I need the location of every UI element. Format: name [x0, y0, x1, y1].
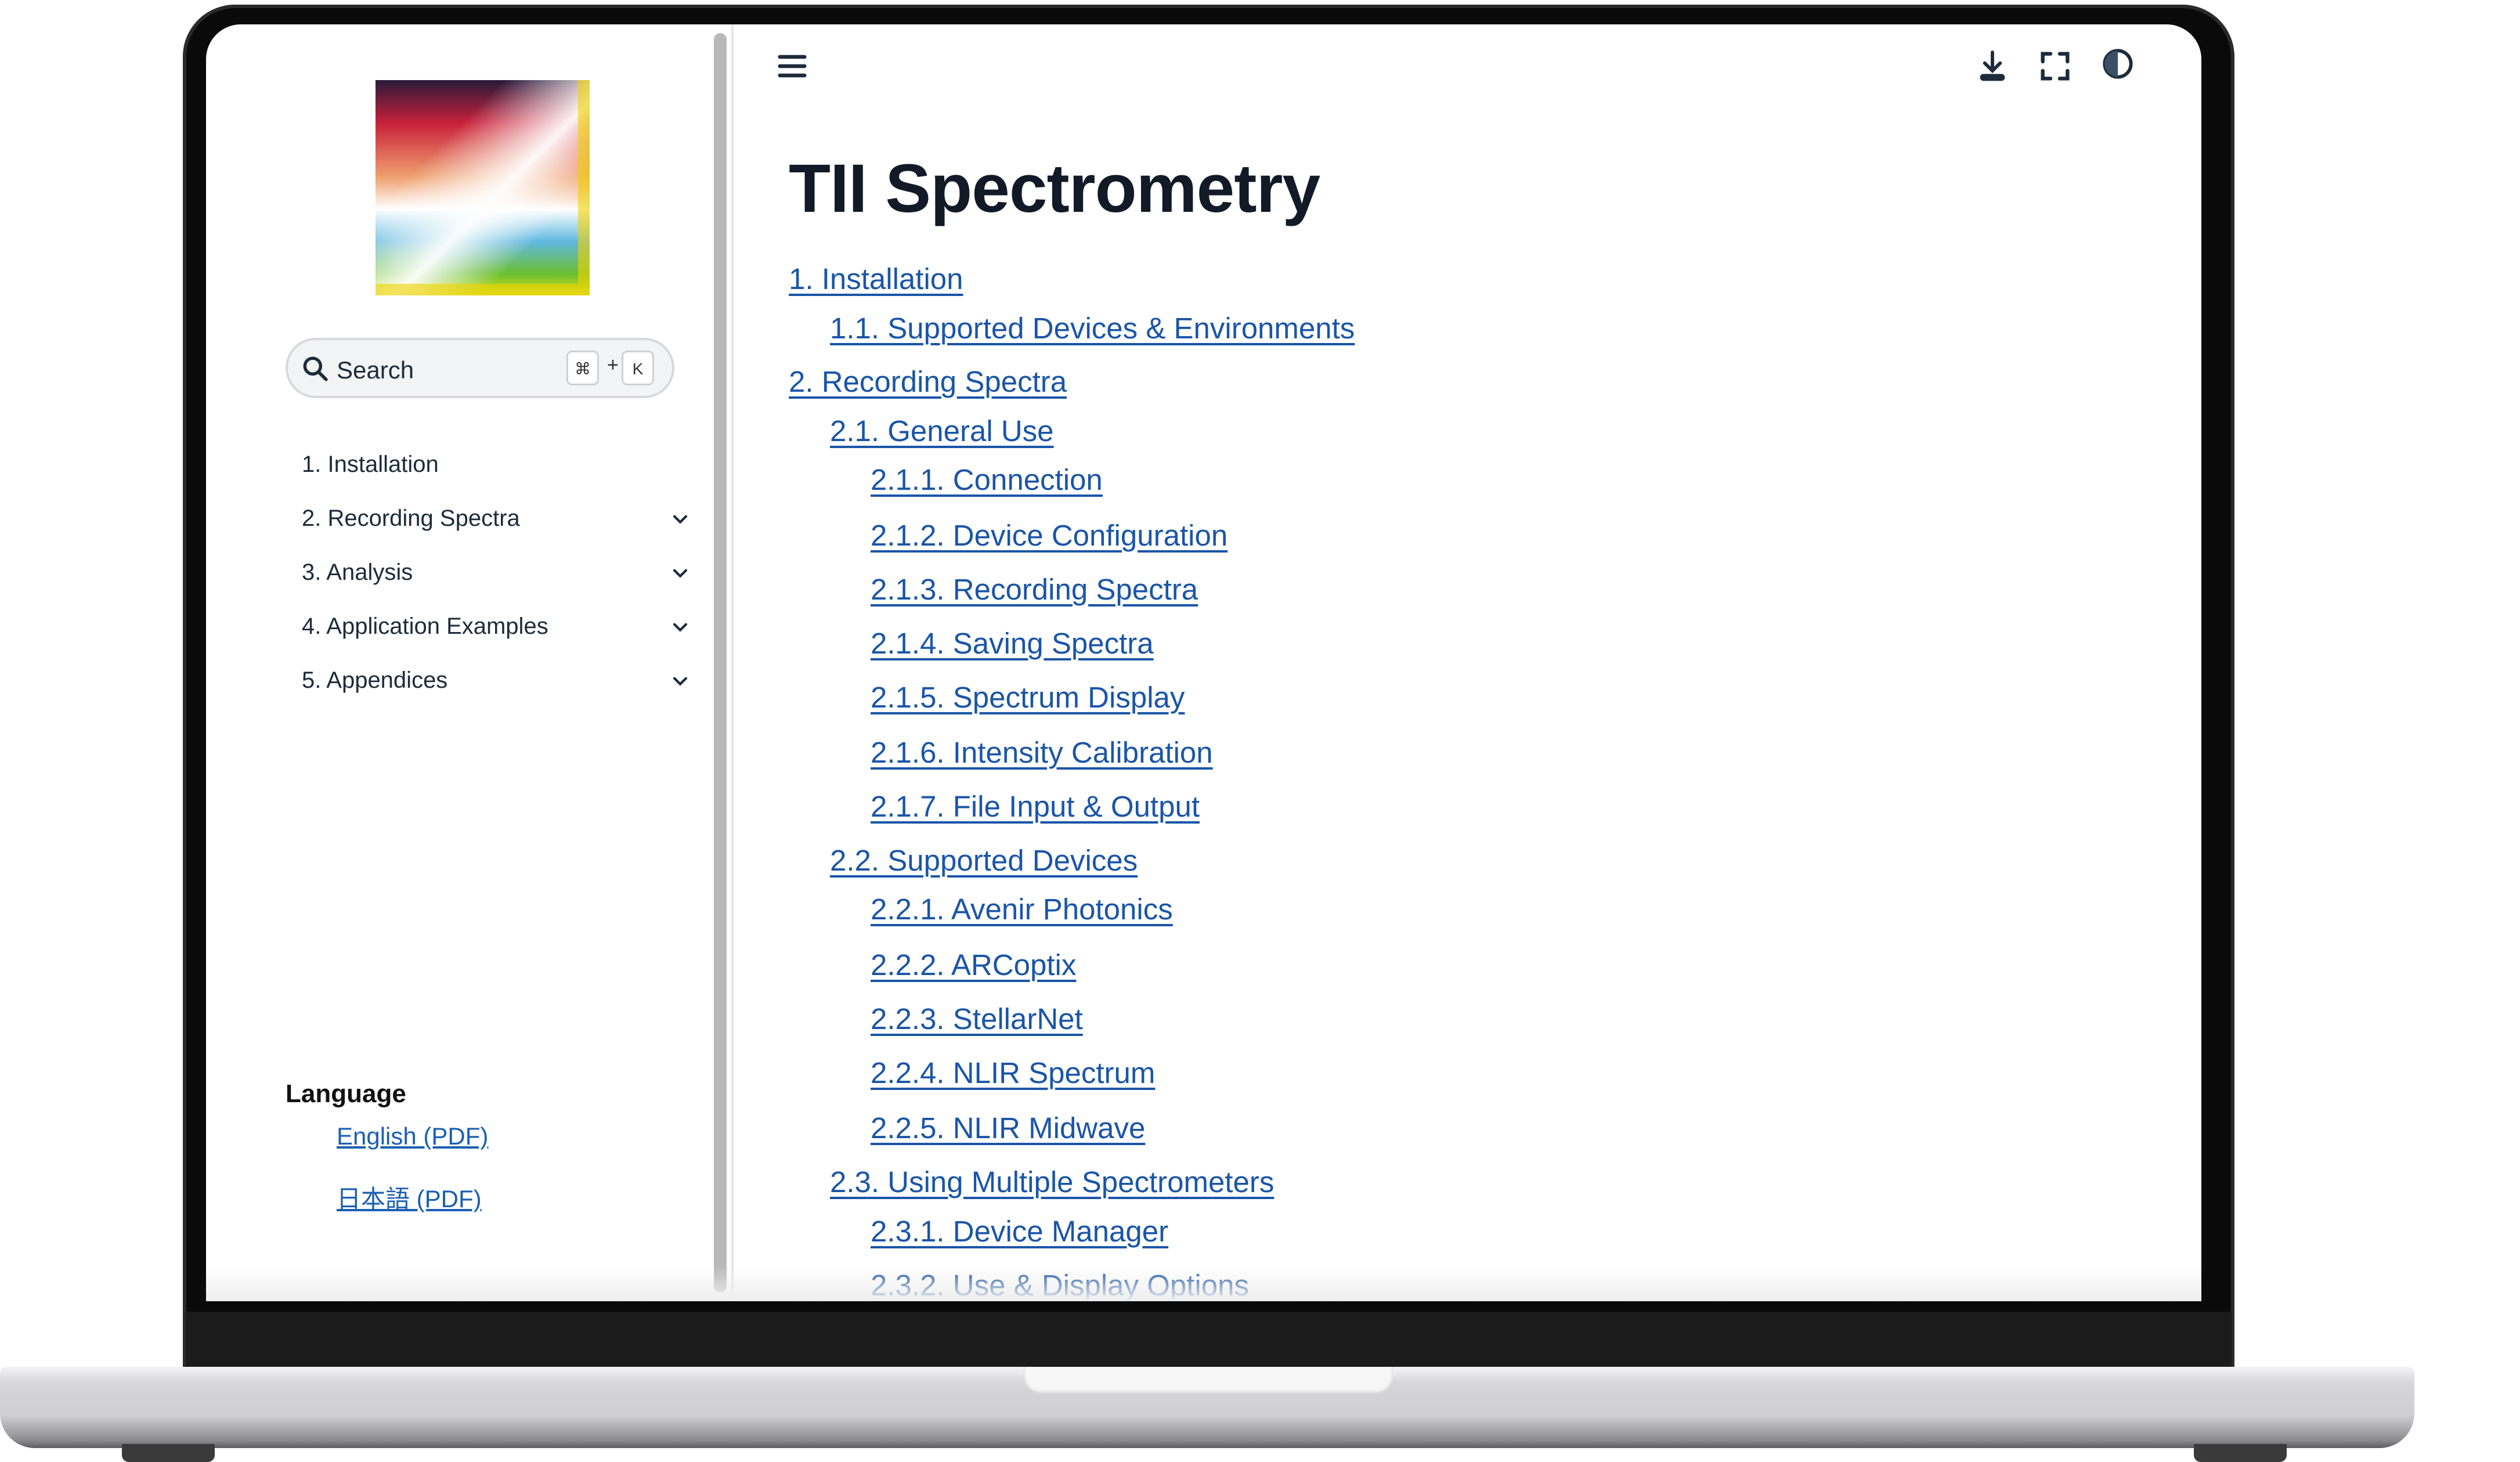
chevron-down-icon[interactable]: [670, 509, 690, 529]
sidebar-item[interactable]: 1. Installation: [302, 452, 439, 477]
search-icon: [303, 356, 328, 381]
page-title: TII Spectrometry: [789, 150, 1320, 227]
chevron-down-icon[interactable]: [670, 563, 690, 583]
toc-link[interactable]: 2.1.2. Device Configuration: [871, 519, 1228, 552]
download-icon[interactable]: [1974, 48, 2011, 85]
sidebar-scrollbar[interactable]: [714, 33, 727, 1293]
language-link-japanese-pdf[interactable]: 日本語 (PDF): [337, 1185, 482, 1212]
toc-link[interactable]: 2.1.4. Saving Spectra: [871, 627, 1154, 660]
sidebar-item[interactable]: 4. Application Examples: [302, 613, 548, 639]
toc-link[interactable]: 2.2.1. Avenir Photonics: [871, 893, 1173, 926]
screen: Search ⌘ + K 1. Installation 2. Recording…: [206, 24, 2201, 1301]
laptop-chin: [186, 1312, 2232, 1367]
sidebar-item[interactable]: 3. Analysis: [302, 559, 413, 585]
theme-toggle-icon[interactable]: [2099, 45, 2136, 82]
language-link-english-pdf[interactable]: English (PDF): [337, 1122, 489, 1150]
toc-link[interactable]: 2.3. Using Multiple Spectrometers: [830, 1165, 1275, 1199]
toc-link[interactable]: 2.2.5. NLIR Midwave: [871, 1111, 1146, 1145]
chevron-down-icon[interactable]: [670, 617, 690, 637]
laptop-notch: [1024, 1367, 1393, 1395]
toc-link[interactable]: 2.2.2. ARCoptix: [871, 948, 1077, 981]
toc-link[interactable]: 2. Recording Spectra: [789, 365, 1067, 398]
toc-link[interactable]: 2.1. General Use: [830, 414, 1054, 447]
screen-bottom-fade: [206, 1266, 2201, 1301]
shortcut-key-k: K: [622, 351, 654, 385]
menu-icon[interactable]: [774, 48, 811, 85]
toc-link[interactable]: 2.2.4. NLIR Spectrum: [871, 1056, 1156, 1089]
toc-link[interactable]: 2.2. Supported Devices: [830, 844, 1138, 877]
toc-link[interactable]: 2.1.1. Connection: [871, 463, 1103, 496]
toc-link[interactable]: 2.1.3. Recording Spectra: [871, 573, 1198, 606]
sidebar-item[interactable]: 5. Appendices: [302, 667, 448, 693]
toc-link[interactable]: 2.1.5. Spectrum Display: [871, 681, 1185, 714]
language-heading: Language: [286, 1080, 406, 1108]
laptop-foot: [2194, 1444, 2287, 1462]
shortcut-key-cmd: ⌘: [566, 351, 599, 385]
sidebar-item[interactable]: 2. Recording Spectra: [302, 506, 520, 531]
toc-link[interactable]: 2.1.7. File Input & Output: [871, 790, 1200, 823]
sidebar: Search ⌘ + K 1. Installation 2. Recording…: [206, 24, 710, 1301]
shortcut-plus: +: [607, 354, 619, 376]
toc-link[interactable]: 2.1.6. Intensity Calibration: [871, 736, 1213, 769]
fullscreen-icon[interactable]: [2037, 48, 2074, 85]
search-label: Search: [337, 356, 414, 384]
logo: [376, 80, 590, 295]
toc-link[interactable]: 1. Installation: [789, 262, 963, 295]
toc-link[interactable]: 1.1. Supported Devices & Environments: [830, 312, 1355, 345]
toc-link[interactable]: 2.3.1. Device Manager: [871, 1215, 1169, 1248]
laptop-foot: [122, 1444, 215, 1462]
sidebar-divider: [731, 24, 734, 1301]
toc-link[interactable]: 2.2.3. StellarNet: [871, 1002, 1083, 1035]
chevron-down-icon[interactable]: [670, 671, 690, 691]
search-button[interactable]: Search ⌘ + K: [286, 338, 674, 398]
